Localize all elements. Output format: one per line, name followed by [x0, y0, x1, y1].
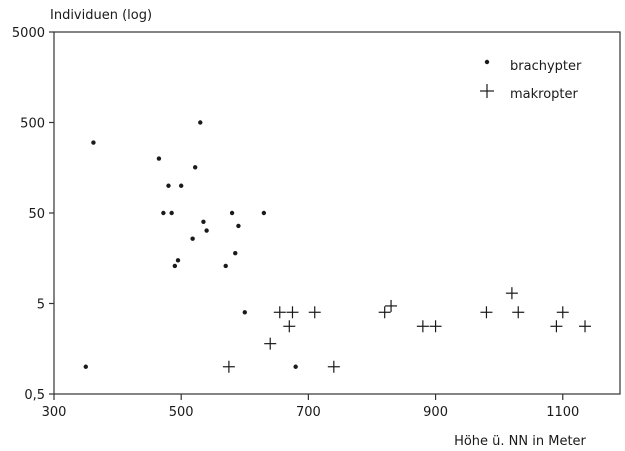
x-tick-label: 900	[423, 405, 448, 420]
axis-tick-labels: 300 500 700 900 1100 0,5 5 50 500 5000	[12, 26, 579, 420]
brachypter-point	[236, 223, 241, 229]
brachypter-point	[233, 250, 238, 256]
makropter-point	[264, 337, 277, 350]
makropter-point	[556, 306, 569, 319]
legend: brachypter makropter	[480, 59, 582, 102]
axis-ticks	[49, 31, 564, 400]
brachypter-point	[161, 210, 166, 216]
brachypter-point	[190, 236, 195, 241]
makropter-point	[308, 306, 321, 319]
legend-dot-marker	[484, 59, 490, 65]
makropter-point	[429, 320, 442, 333]
x-tick-label: 700	[296, 405, 321, 420]
brachypter-point	[261, 210, 267, 216]
y-tick-label: 5000	[12, 26, 45, 41]
brachypter-point	[229, 210, 235, 216]
y-tick-label: 5	[37, 298, 45, 313]
makropter-point	[273, 306, 286, 319]
brachypter-point	[242, 310, 247, 315]
legend-label-makropter: makropter	[510, 87, 579, 102]
y-tick-label: 50	[28, 207, 45, 222]
data-marks	[83, 120, 592, 373]
brachypter-point	[175, 258, 181, 263]
makropter-point	[550, 320, 563, 333]
brachypter-point	[192, 165, 198, 170]
makropter-point	[222, 360, 235, 373]
y-tick-label: 0,5	[24, 388, 45, 403]
brachypter-point	[201, 219, 206, 224]
x-tick-label: 500	[169, 405, 194, 420]
brachypter-point	[293, 364, 298, 369]
makropter-point	[579, 320, 592, 333]
x-axis-label: Höhe ü. NN in Meter	[454, 434, 586, 449]
brachypter-point	[198, 120, 203, 125]
makropter-point	[378, 306, 391, 319]
makropter-point	[327, 360, 340, 373]
makropter-point	[385, 299, 398, 312]
makropter-point	[416, 320, 429, 333]
makropter-point	[512, 306, 525, 319]
x-tick-label: 1100	[546, 405, 579, 420]
makropter-point	[480, 306, 493, 319]
legend-label-brachypter: brachypter	[510, 59, 582, 74]
brachypter-point	[166, 183, 171, 188]
brachypter-point	[204, 228, 209, 233]
brachypter-point	[169, 210, 174, 216]
brachypter-point	[172, 263, 178, 269]
brachypter-point	[91, 140, 96, 145]
y-axis-label: Individuen (log)	[50, 8, 152, 23]
brachypter-point	[83, 364, 88, 369]
brachypter-point	[223, 263, 228, 269]
makropter-point	[505, 287, 518, 300]
brachypter-point	[156, 156, 162, 161]
makropter-point	[286, 306, 299, 319]
brachypter-point	[178, 183, 184, 188]
makropter-point	[283, 320, 296, 333]
x-tick-label: 300	[42, 405, 67, 420]
y-tick-label: 500	[20, 117, 45, 132]
